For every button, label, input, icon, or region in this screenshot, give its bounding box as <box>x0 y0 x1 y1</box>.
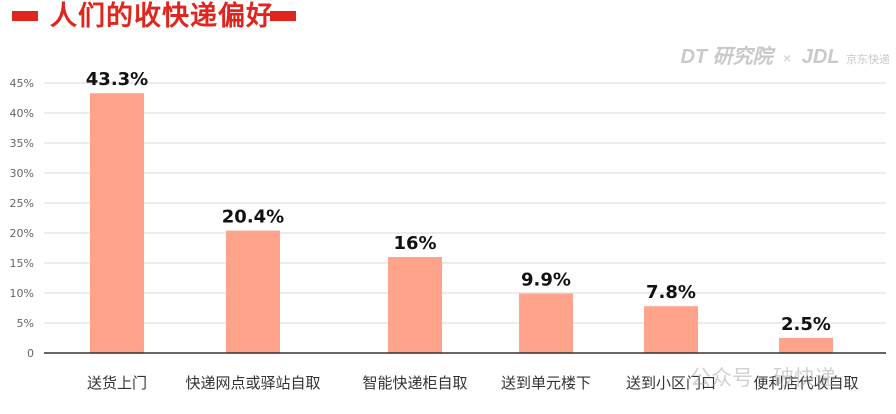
x-category-label: 送到单元楼下 <box>501 374 591 392</box>
y-tick-label: 0 <box>27 347 34 360</box>
y-tick-label: 40% <box>10 107 34 120</box>
y-tick-label: 15% <box>10 257 34 270</box>
jdl-logo-text: JDL <box>801 46 840 68</box>
bar <box>644 306 698 353</box>
jdl-logo-subtext: 京东快递 <box>846 54 890 66</box>
bar <box>779 338 833 353</box>
x-category-label: 送货上门 <box>87 374 147 392</box>
bar <box>388 257 442 353</box>
y-tick-label: 10% <box>10 287 34 300</box>
bar-value-label: 7.8% <box>646 282 696 303</box>
dt-logo-text: DT 研究院 <box>680 46 773 68</box>
bar-value-label: 20.4% <box>222 207 284 228</box>
x-category-label: 快递网点或驿站自取 <box>185 374 320 392</box>
wechat-watermark: 公众号 · 破快递 <box>690 366 837 390</box>
bar <box>519 293 573 353</box>
bar-value-label: 2.5% <box>781 314 831 335</box>
bar <box>90 93 144 353</box>
title-right-decoration <box>270 11 296 21</box>
bar-value-label: 16% <box>393 233 436 254</box>
brand-logo: DT 研究院 × JDL 京东快递 <box>680 40 890 68</box>
y-tick-label: 45% <box>10 77 34 90</box>
bar-value-label: 9.9% <box>521 270 571 291</box>
chart-title: 人们的收快递偏好 <box>50 1 274 32</box>
title-left-decoration <box>12 11 38 21</box>
y-tick-label: 35% <box>10 137 34 150</box>
logo-separator: × <box>783 50 792 66</box>
y-tick-label: 5% <box>17 317 34 330</box>
y-tick-label: 25% <box>10 197 34 210</box>
y-tick-label: 20% <box>10 227 34 240</box>
bar-value-label: 43.3% <box>86 69 148 90</box>
x-category-label: 送到小区门口 <box>626 374 716 392</box>
x-category-label: 智能快递柜自取 <box>362 374 467 392</box>
y-tick-label: 30% <box>10 167 34 180</box>
x-category-label: 便利店代收自取 <box>753 374 858 392</box>
bar <box>226 230 280 353</box>
chart-header: 人们的收快递偏好 <box>0 0 896 40</box>
